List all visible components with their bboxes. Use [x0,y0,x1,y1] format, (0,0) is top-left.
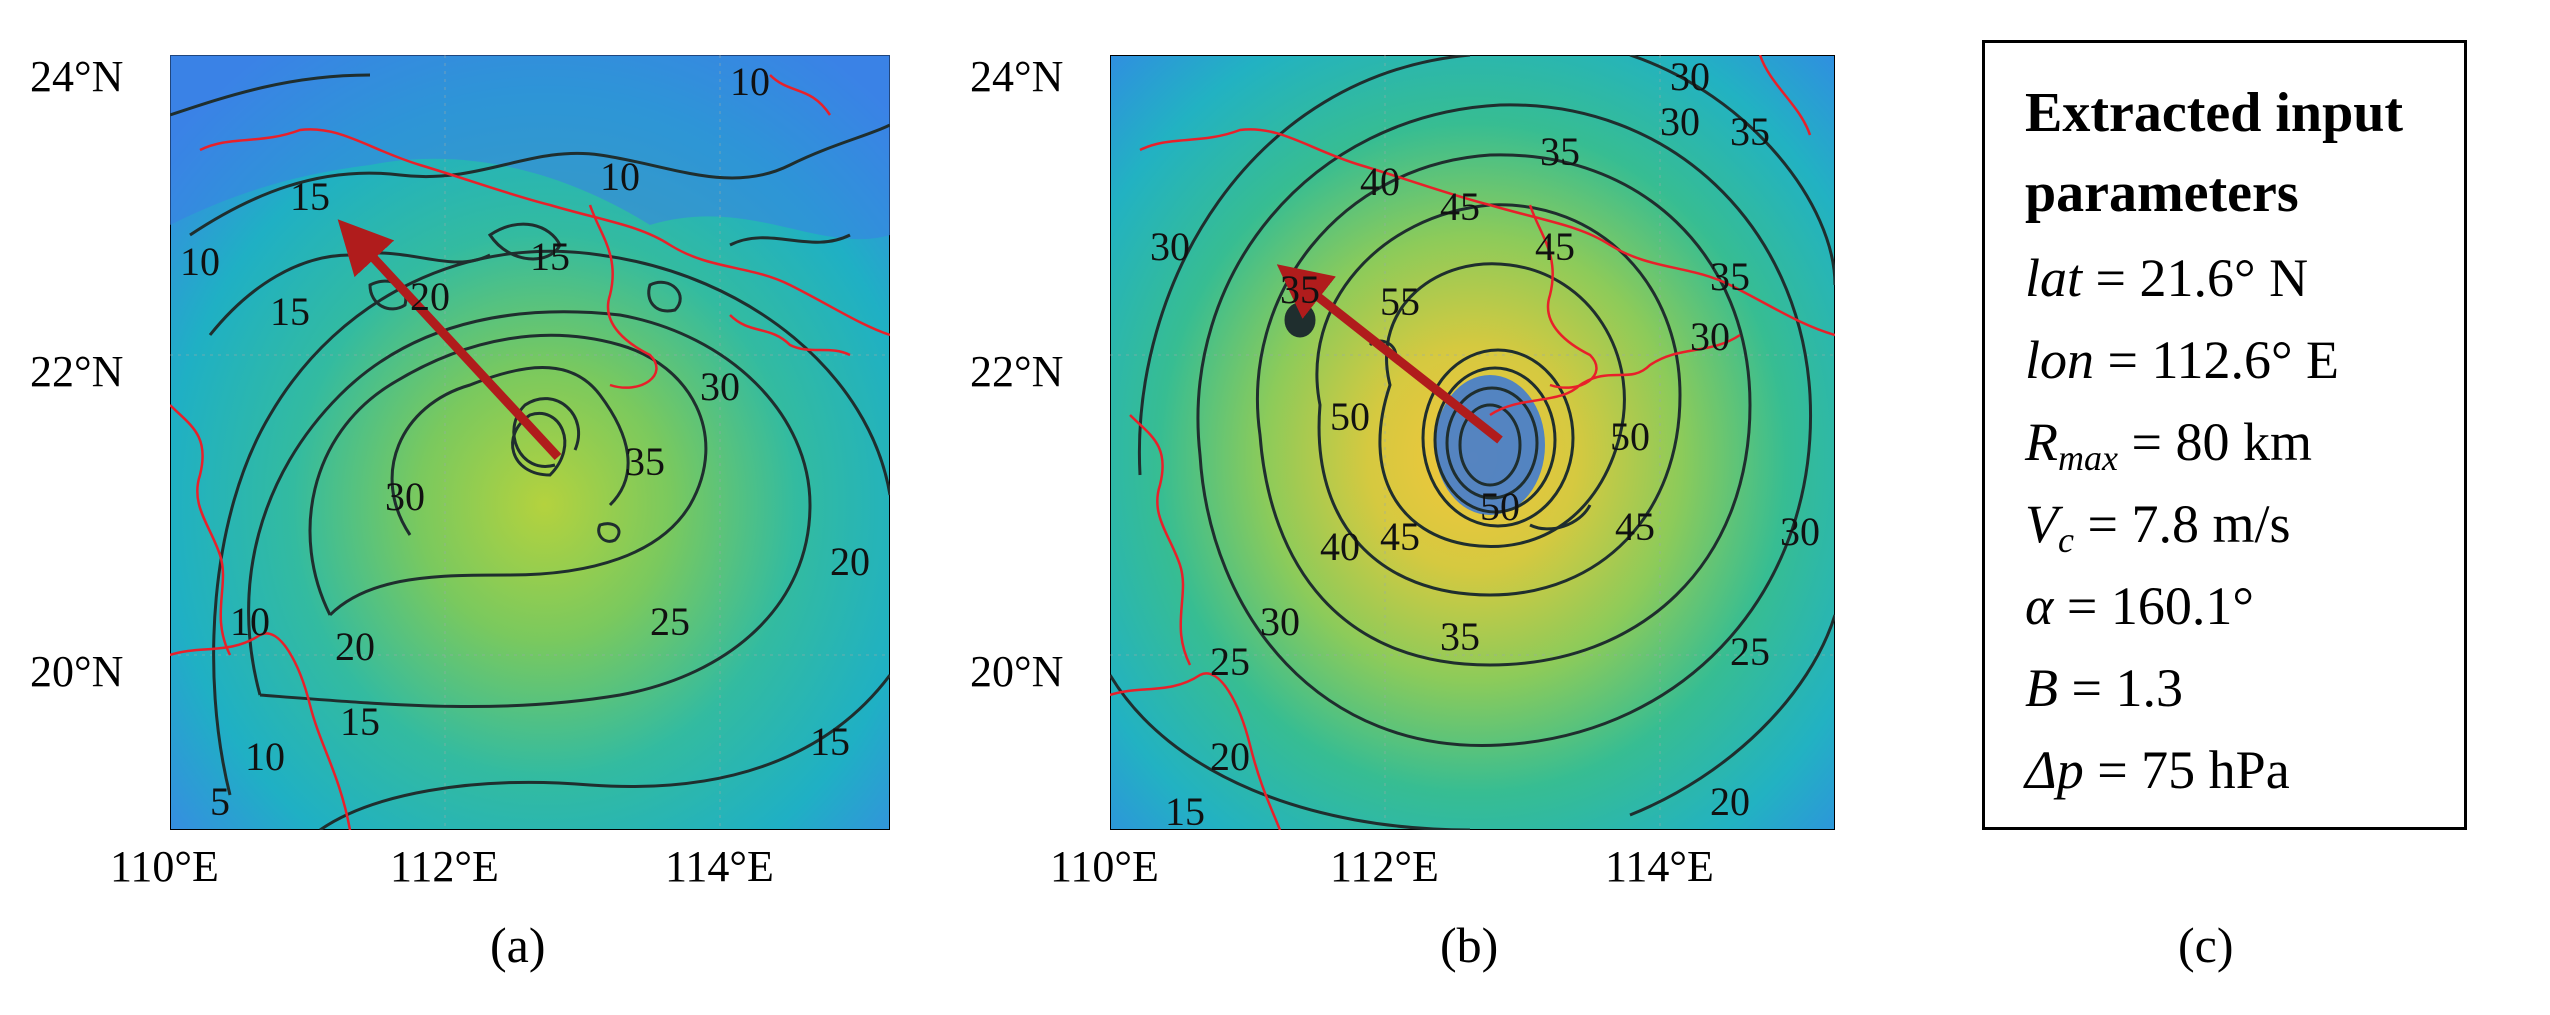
contour-label: 25 [650,599,690,644]
contour-label: 30 [1670,55,1710,99]
contour-label: 45 [1535,224,1575,269]
y-tick-label: 24°N [970,52,1064,101]
contour-label: 30 [1150,224,1190,269]
contour-label: 40 [1360,159,1400,204]
dp-symbol: Δp [2025,740,2084,800]
contour-label: 25 [1210,639,1250,684]
contour-label: 50 [1610,414,1650,459]
contour-label: 30 [700,364,740,409]
dp-value: = 75 hPa [2083,740,2290,800]
alpha-symbol: α [2025,576,2054,636]
rmax-value: = 80 km [2117,412,2312,472]
contour-label: 45 [1615,504,1655,549]
contour-label: 50 [1330,394,1370,439]
param-vc: Vc = 7.8 m/s [2025,497,2290,558]
contour-label: 30 [1780,509,1820,554]
contour-label: 20 [335,624,375,669]
param-lat: lat = 21.6° N [2025,251,2308,305]
contour-label: 45 [1380,514,1420,559]
x-tick-label: 114°E [1605,842,1714,891]
lon-value: = 112.6° E [2094,330,2340,390]
vc-symbol: V [2025,494,2058,554]
y-tick-label: 22°N [970,347,1064,396]
contour-label: 15 [1165,789,1205,830]
contour-label: 10 [245,734,285,779]
alpha-value: = 160.1° [2053,576,2254,636]
contour-label: 35 [1280,267,1320,312]
param-alpha: α = 160.1° [2025,579,2254,633]
rmax-subscript: max [2058,438,2118,478]
param-lon: lon = 112.6° E [2025,333,2339,387]
contour-label: 50 [1480,484,1520,529]
parameters-box: Extracted input parameters lat = 21.6° N… [1982,40,2467,830]
box-title-line2: parameters [2025,162,2299,224]
contour-label: 35 [1730,109,1770,154]
rmax-symbol: R [2025,412,2058,472]
contour-label: 15 [340,699,380,744]
caption-c: (c) [2178,917,2234,973]
contour-label: 20 [1210,734,1250,779]
x-tick-label: 112°E [1330,842,1439,891]
y-tick-label: 22°N [30,347,124,396]
contour-label: 30 [1660,99,1700,144]
contour-label: 10 [730,59,770,104]
contour-label: 55 [1380,279,1420,324]
lat-value: = 21.6° N [2082,248,2309,308]
contour-label: 15 [530,234,570,279]
contour-label: 20 [1710,779,1750,824]
caption-b: (b) [1440,917,1499,973]
lon-symbol: lon [2025,330,2095,390]
x-tick-label: 112°E [390,842,499,891]
b-value: = 1.3 [2058,658,2183,718]
y-tick-label: 20°N [970,647,1064,696]
contour-label: 15 [270,289,310,334]
contour-label: 25 [1730,629,1770,674]
contour-label: 20 [410,274,450,319]
param-b: B = 1.3 [2025,661,2183,715]
panel-b: 30 35 35 30 35 30 40 45 45 55 50 50 30 3… [970,55,1835,889]
wind-field-map-a: 10 10 10 15 20 15 30 35 30 25 20 20 15 1… [170,55,890,830]
contour-label: 5 [210,779,230,824]
y-tick-label: 24°N [30,52,124,101]
x-tick-label: 114°E [665,842,774,891]
vc-value: = 7.8 m/s [2073,494,2291,554]
b-symbol: B [2025,658,2058,718]
contour-label: 15 [810,719,850,764]
y-tick-label: 20°N [30,647,124,696]
lat-symbol: lat [2025,248,2083,308]
contour-label: 35 [1440,614,1480,659]
contour-label: 40 [1320,524,1360,569]
contour-label: 35 [625,439,665,484]
x-tick-label: 110°E [1050,842,1159,891]
contour-label: 30 [1260,599,1300,644]
contour-label: 15 [290,174,330,219]
contour-label: 10 [180,239,220,284]
vc-subscript: c [2058,520,2074,560]
param-rmax: Rmax = 80 km [2025,415,2312,476]
contour-label: 35 [1540,129,1580,174]
caption-a: (a) [490,917,546,973]
panel-a: 10 10 10 15 20 15 30 35 30 25 20 20 15 1… [30,55,890,889]
box-title-line1: Extracted input [2025,82,2403,144]
contour-label: 10 [230,599,270,644]
x-tick-label: 110°E [110,842,219,891]
contour-label: 10 [600,154,640,199]
contour-label: 45 [1440,184,1480,229]
contour-label: 20 [830,539,870,584]
contour-label: 30 [1690,314,1730,359]
param-dp: Δp = 75 hPa [2025,743,2290,797]
wind-field-map-b: 30 35 35 30 35 30 40 45 45 55 50 50 30 3… [1110,55,1835,830]
contour-label: 30 [385,474,425,519]
contour-label: 35 [1710,254,1750,299]
